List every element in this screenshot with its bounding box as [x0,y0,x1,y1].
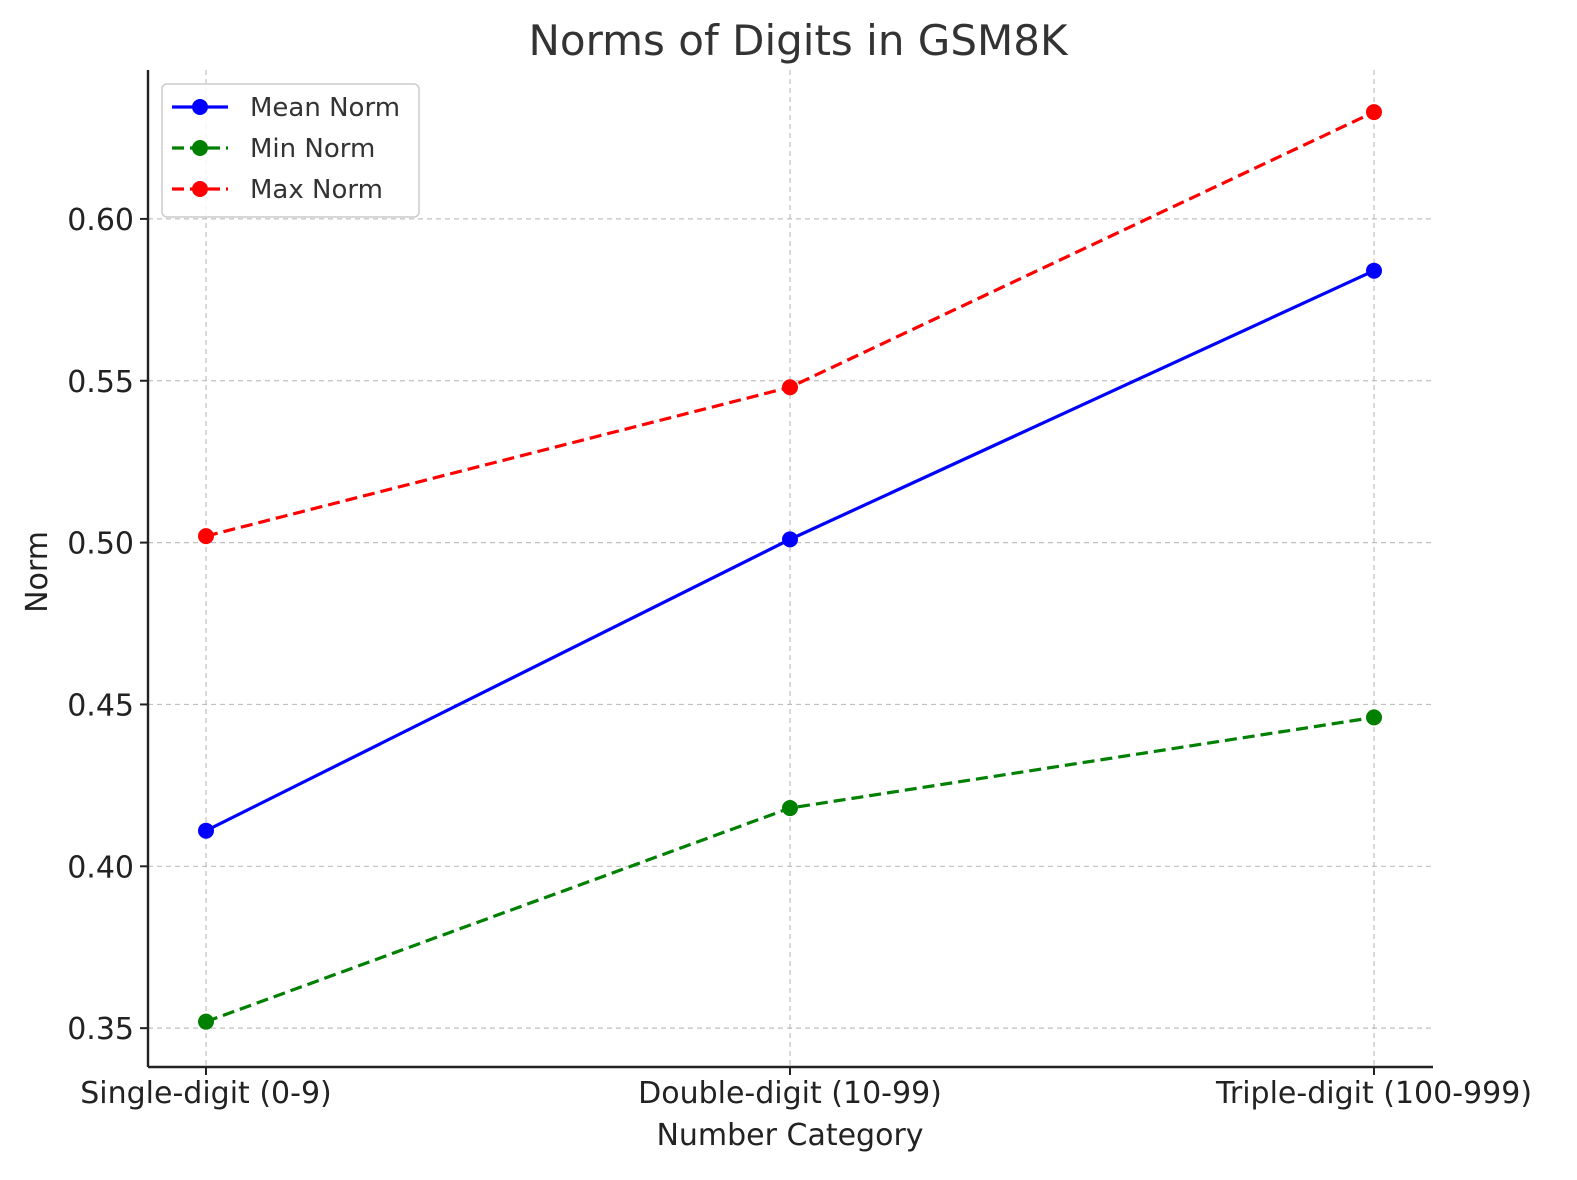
grid [148,70,1433,1067]
x-tick-label: Triple-digit (100-999) [1215,1076,1532,1111]
data-point [1366,709,1382,726]
y-tick-label: 0.55 [67,365,134,400]
data-point [198,822,214,839]
legend-swatch-marker [192,140,208,156]
data-point [1366,262,1382,279]
legend: Mean Norm Min Norm Max Norm [161,83,420,218]
data-point [782,800,798,817]
y-axis-label: Norm [20,531,55,613]
legend-label: Min Norm [250,134,375,164]
x-tick-label: Double-digit (10-99) [638,1076,942,1111]
y-tick-label: 0.35 [67,1012,134,1047]
legend-swatch-marker [192,99,208,115]
legend-box [161,83,420,218]
y-tick-label: 0.45 [67,688,134,723]
legend-label: Mean Norm [250,93,400,123]
legend-label: Max Norm [250,175,383,205]
y-tick-label: 0.60 [67,203,134,238]
x-ticks: Single-digit (0-9) Double-digit (10-99) Tr… [80,1067,1532,1111]
x-axis-label: Number Category [656,1118,923,1153]
series [198,104,1382,1030]
data-point [782,531,798,548]
y-tick-label: 0.50 [67,527,134,562]
y-tick-label: 0.40 [67,850,134,885]
x-tick-label: Single-digit (0-9) [80,1076,332,1111]
data-point [198,1013,214,1030]
legend-swatch-marker [192,181,208,197]
data-point [1366,104,1382,121]
y-ticks: 0.35 0.40 0.45 0.50 0.55 0.60 [67,203,148,1047]
chart-title: Norms of Digits in GSM8K [528,16,1068,65]
data-point [198,528,214,545]
data-point [782,379,798,396]
